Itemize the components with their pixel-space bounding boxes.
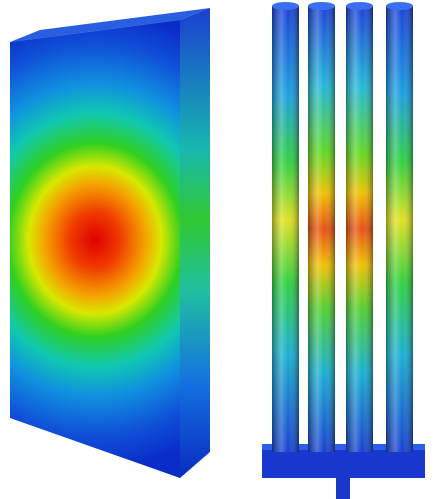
- slab-front: [10, 20, 180, 478]
- tube: [308, 2, 335, 452]
- tube: [272, 2, 299, 452]
- slab: [10, 8, 210, 478]
- stem: [336, 478, 350, 499]
- base: [262, 448, 425, 478]
- tube: [346, 2, 373, 452]
- tubes: [262, 2, 425, 499]
- slab-side: [180, 8, 210, 478]
- tube: [386, 2, 413, 452]
- simulation-render: [0, 0, 437, 499]
